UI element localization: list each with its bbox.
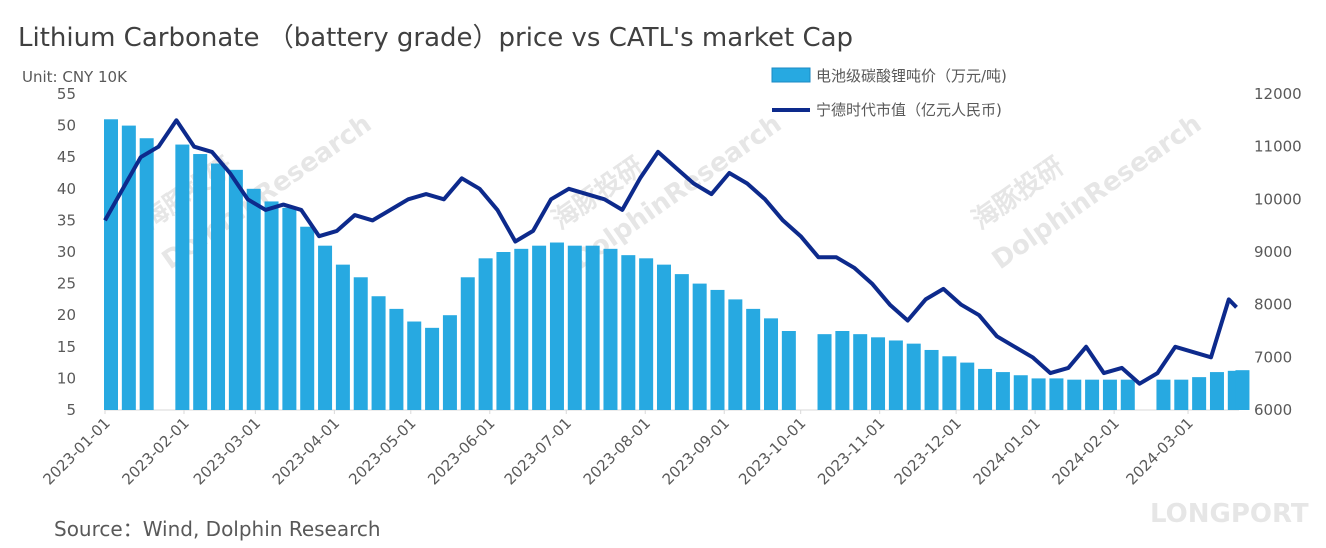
bar (175, 144, 190, 410)
bar (193, 154, 208, 410)
bar (211, 163, 226, 410)
bar (692, 283, 707, 410)
bar (300, 226, 315, 410)
bar (139, 138, 154, 411)
bar (1156, 379, 1171, 410)
y-tick-label: 55 (57, 85, 76, 103)
bar (817, 334, 832, 410)
bar (995, 372, 1010, 410)
y2-tick-label: 9000 (1254, 243, 1292, 261)
y-tick-label: 15 (57, 338, 76, 356)
bar (656, 264, 671, 410)
bar (1013, 375, 1028, 410)
bar (442, 315, 457, 410)
bar (318, 245, 333, 410)
y2-tick-label: 12000 (1254, 85, 1302, 103)
bar (960, 362, 975, 410)
y-tick-label: 20 (57, 306, 76, 324)
bar (1049, 378, 1064, 410)
bar (639, 258, 654, 410)
source: Source：Wind, Dolphin Research (54, 517, 381, 541)
bar (764, 318, 779, 410)
bar (888, 340, 903, 410)
bar (425, 327, 440, 410)
bar (1120, 379, 1135, 410)
bar (228, 169, 243, 410)
y-tick-label: 50 (57, 117, 76, 135)
bar (621, 255, 636, 410)
bar (603, 248, 618, 410)
y2-tick-label: 11000 (1254, 138, 1302, 156)
bar (549, 242, 564, 410)
watermark: LONGPORT (1150, 499, 1309, 529)
y-tick-label: 10 (57, 369, 76, 387)
bar (1085, 379, 1100, 410)
bar (835, 331, 850, 410)
bar (710, 289, 725, 410)
bar (407, 321, 422, 410)
bar (924, 349, 939, 410)
bar (121, 125, 136, 410)
y-tick-label: 35 (57, 211, 76, 229)
y2-tick-label: 10000 (1254, 190, 1302, 208)
bar (264, 201, 279, 410)
bar (1174, 379, 1189, 410)
bar (674, 274, 689, 410)
bar (1067, 379, 1082, 410)
bar (585, 245, 600, 410)
unit-label: Unit: CNY 10K (22, 68, 128, 86)
y-tick-label: 30 (57, 243, 76, 261)
bar (906, 343, 921, 410)
bar (532, 245, 547, 410)
y2-tick-label: 7000 (1254, 348, 1292, 366)
bar (746, 308, 761, 410)
bar (353, 277, 368, 410)
bar (1235, 370, 1250, 410)
bar (1192, 377, 1207, 410)
bar (104, 119, 118, 410)
chart-title: Lithium Carbonate （battery grade）price v… (18, 23, 853, 53)
legend-swatch (771, 67, 811, 83)
y2-tick-label: 6000 (1254, 401, 1292, 419)
bar (942, 356, 957, 410)
bar (1031, 378, 1046, 410)
bar (389, 308, 404, 410)
y-tick-label: 45 (57, 148, 76, 166)
y-tick-label: 25 (57, 275, 76, 293)
y2-tick-label: 8000 (1254, 296, 1292, 314)
y-tick-label: 5 (66, 401, 76, 419)
bar (781, 331, 796, 410)
legend-label: 电池级碳酸锂吨价（万元/吨) (816, 67, 1007, 85)
bar (335, 264, 350, 410)
bar (514, 248, 529, 410)
bar (871, 337, 886, 410)
bar (728, 299, 743, 410)
bar (1102, 379, 1117, 410)
legend-label: 宁德时代市值（亿元人民币) (816, 101, 1002, 119)
bar (371, 296, 386, 410)
y-tick-label: 40 (57, 180, 76, 198)
bar (567, 245, 582, 410)
bar (1209, 372, 1224, 410)
bar (496, 252, 511, 410)
bar (246, 188, 261, 410)
bar (978, 368, 993, 410)
line (103, 118, 1238, 386)
bar (478, 258, 493, 410)
bar (282, 207, 297, 410)
bar (460, 277, 475, 410)
bar (853, 334, 868, 410)
